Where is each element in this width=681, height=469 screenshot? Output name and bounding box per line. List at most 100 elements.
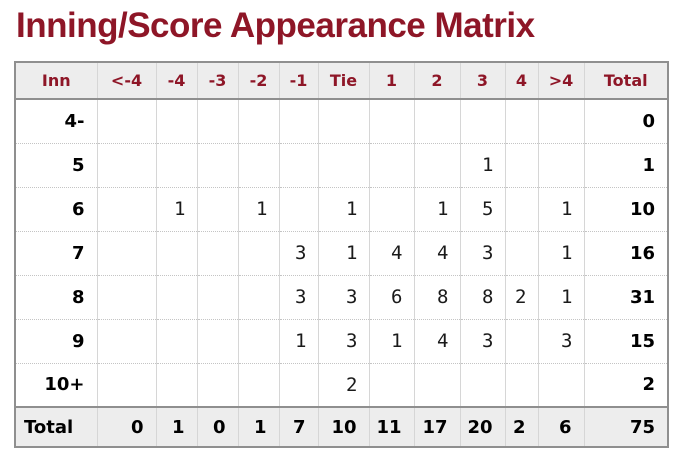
cell (237, 230, 279, 275)
column-total: 0 (96, 406, 156, 447)
total-row: Total 0 1 0 1 7 10 11 17 20 2 6 75 (15, 406, 668, 447)
cell (537, 142, 584, 187)
cell: 1 (278, 318, 318, 363)
cell (459, 99, 505, 143)
cell (278, 186, 318, 231)
column-total: 0 (196, 406, 238, 447)
cell (237, 142, 279, 187)
page-title: Inning/Score Appearance Matrix (16, 6, 535, 45)
cell: 6 (368, 274, 414, 319)
cell (196, 362, 238, 407)
cell (413, 142, 460, 187)
cell: 8 (459, 274, 505, 319)
cell (459, 362, 505, 407)
total-row-label: Total (15, 406, 97, 447)
cell (413, 362, 460, 407)
row-label: 5 (15, 142, 97, 187)
cell: 3 (317, 318, 369, 363)
col-header-12: Total (583, 62, 668, 100)
row-label: 8 (15, 274, 97, 319)
cell: 4 (413, 318, 460, 363)
cell (368, 99, 414, 143)
cell (504, 142, 538, 187)
cell (96, 186, 156, 231)
cell: 1 (368, 318, 414, 363)
cell (413, 99, 460, 143)
cell (96, 362, 156, 407)
col-header-7: 1 (368, 62, 414, 100)
cell (155, 362, 197, 407)
cell (196, 142, 238, 187)
cell (368, 362, 414, 407)
cell (504, 186, 538, 231)
column-total: 17 (413, 406, 460, 447)
cell (504, 362, 538, 407)
cell: 1 (317, 186, 369, 231)
cell (504, 99, 538, 143)
cell (96, 274, 156, 319)
col-header-11: >4 (537, 62, 584, 100)
col-header-10: 4 (504, 62, 538, 100)
column-total: 20 (459, 406, 505, 447)
cell (155, 99, 197, 143)
cell: 1 (537, 186, 584, 231)
cell: 1 (459, 142, 505, 187)
col-header-5: -1 (278, 62, 318, 100)
table-row: 4- 0 (15, 99, 668, 143)
cell (237, 318, 279, 363)
col-header-8: 2 (413, 62, 460, 100)
cell (317, 99, 369, 143)
col-header-2: -4 (155, 62, 197, 100)
row-total: 31 (583, 274, 668, 319)
column-total: 1 (155, 406, 197, 447)
cell (155, 142, 197, 187)
cell: 3 (459, 230, 505, 275)
cell (196, 186, 238, 231)
table-row: 5 1 1 (15, 142, 668, 187)
row-label: 9 (15, 318, 97, 363)
cell: 2 (504, 274, 538, 319)
table-row: 9 1 3 1 4 3 3 15 (15, 318, 668, 363)
header-row: Inn <-4 -4 -3 -2 -1 Tie 1 2 3 4 >4 Total (15, 62, 668, 100)
column-total: 10 (317, 406, 369, 447)
col-header-4: -2 (237, 62, 279, 100)
cell: 1 (537, 230, 584, 275)
cell (537, 99, 584, 143)
cell (196, 230, 238, 275)
row-total: 10 (583, 186, 668, 231)
cell: 5 (459, 186, 505, 231)
cell: 4 (413, 230, 460, 275)
cell (155, 274, 197, 319)
row-total: 15 (583, 318, 668, 363)
cell: 3 (537, 318, 584, 363)
cell: 2 (317, 362, 369, 407)
col-header-6: Tie (317, 62, 369, 100)
column-total: 1 (237, 406, 279, 447)
grand-total: 75 (583, 406, 668, 447)
cell (368, 142, 414, 187)
row-total: 1 (583, 142, 668, 187)
cell (504, 318, 538, 363)
cell (317, 142, 369, 187)
cell (237, 274, 279, 319)
cell (237, 99, 279, 143)
column-total: 2 (504, 406, 538, 447)
cell: 3 (278, 230, 318, 275)
cell (96, 230, 156, 275)
cell: 3 (459, 318, 505, 363)
row-label: 6 (15, 186, 97, 231)
cell (96, 318, 156, 363)
cell (96, 99, 156, 143)
cell: 4 (368, 230, 414, 275)
row-total: 0 (583, 99, 668, 143)
cell (278, 99, 318, 143)
row-label: 7 (15, 230, 97, 275)
cell (155, 318, 197, 363)
cell: 8 (413, 274, 460, 319)
cell: 3 (317, 274, 369, 319)
cell (155, 230, 197, 275)
table-row: 10+ 2 2 (15, 362, 668, 407)
cell: 3 (278, 274, 318, 319)
row-total: 16 (583, 230, 668, 275)
column-total: 11 (368, 406, 414, 447)
